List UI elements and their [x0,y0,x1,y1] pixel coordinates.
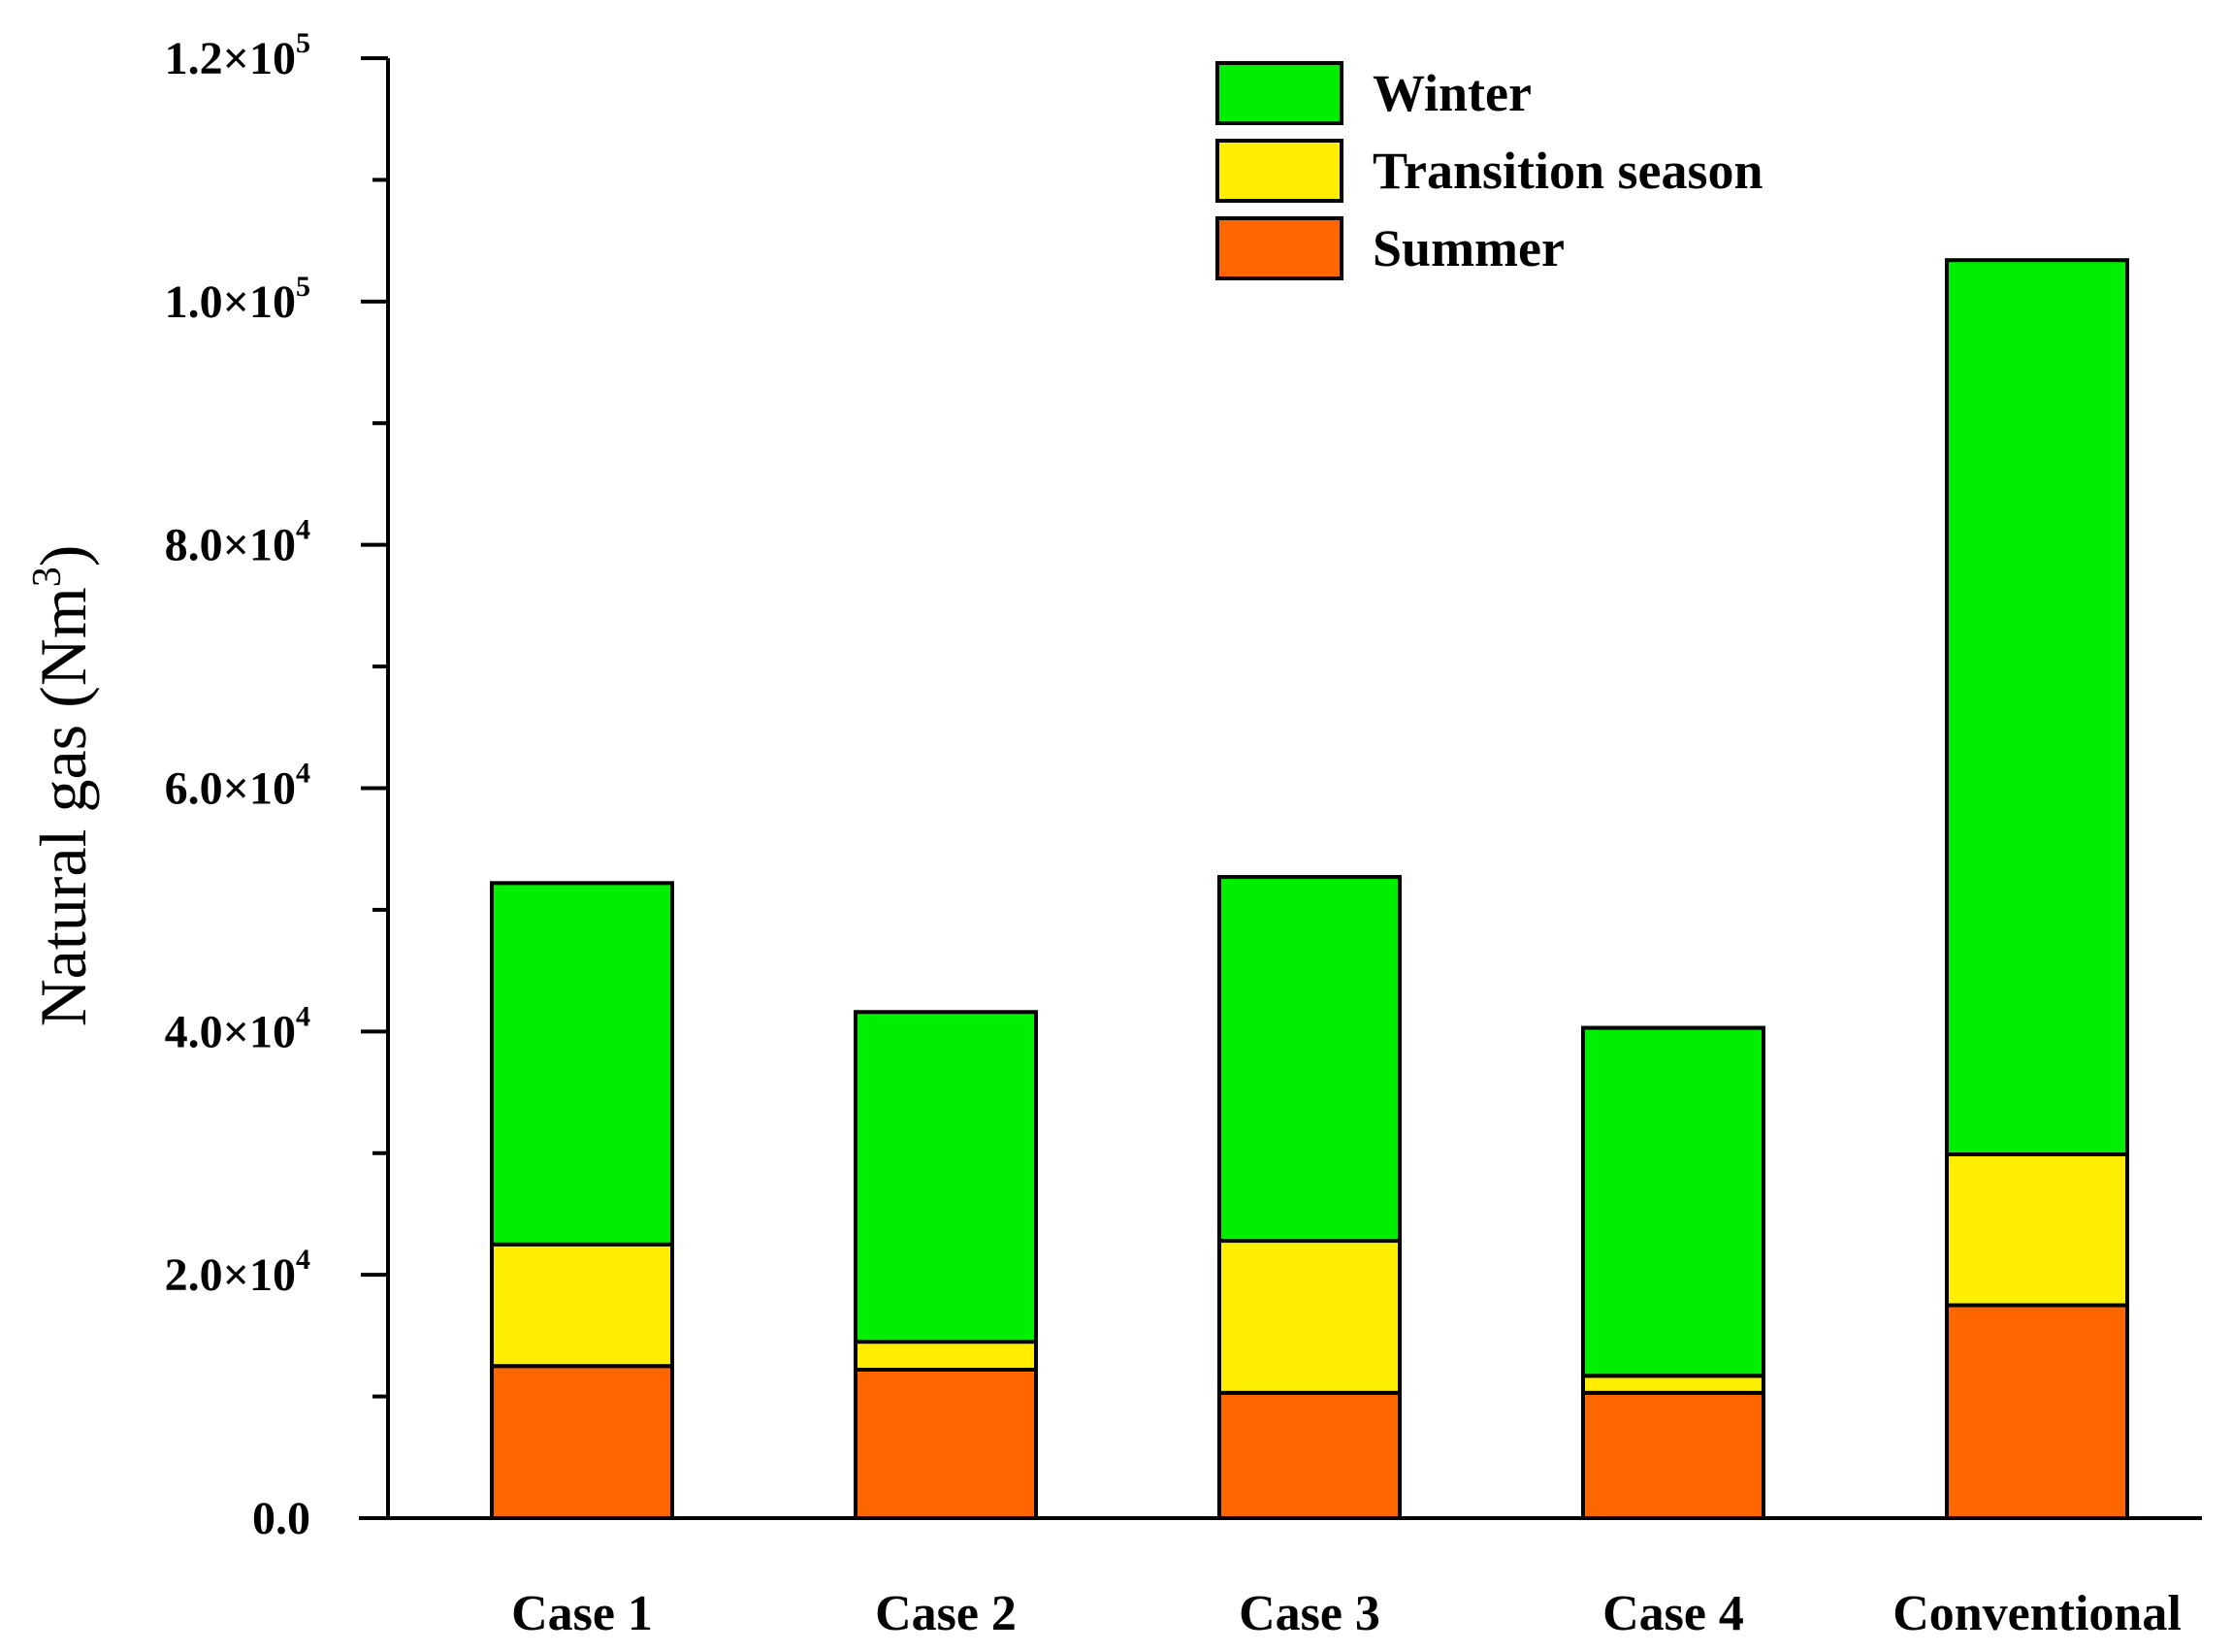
bar-winter [1217,875,1402,1244]
x-tick-label: Conventional [1892,1586,2182,1641]
bar-summer [1217,1390,1402,1520]
legend-swatch [1215,139,1343,203]
y-tick-label: 6.0×104 [165,758,310,815]
x-tick-label: Case 4 [1602,1586,1744,1641]
legend-label: Summer [1373,219,1565,277]
bar-summer [1945,1303,2129,1521]
bar-winter [1581,1025,1765,1378]
legend-label: Winter [1373,64,1532,122]
legend-label: Transition season [1373,142,1763,200]
legend-swatch [1215,216,1343,280]
y-axis-title: Natural gas (Nm3) [25,545,100,1027]
x-tick-label: Case 2 [875,1586,1017,1641]
x-tick-label: Case 3 [1239,1586,1380,1641]
y-tick-label: 4.0×104 [165,1000,310,1057]
bar-winter [1945,258,2129,1157]
y-tick-label: 0.0 [252,1493,310,1544]
legend: Winter Transition season Summer [1215,61,1763,280]
bar-transition-season [854,1340,1038,1372]
bar-summer [490,1364,674,1520]
bar-transition-season [1945,1152,2129,1308]
legend-swatch [1215,61,1343,125]
y-tick-label: 2.0×104 [165,1244,310,1301]
y-tick-label: 1.2×105 [165,27,310,84]
x-tick-label: Case 1 [511,1586,653,1641]
bar-summer [854,1367,1038,1521]
y-tick-label: 8.0×104 [165,514,310,571]
bar-summer [1581,1390,1765,1520]
y-tick-label: 1.0×105 [165,271,310,328]
bar-transition-season [1217,1239,1402,1395]
bar-transition-season [1581,1374,1765,1395]
bar-winter [490,881,674,1247]
bar-transition-season [490,1242,674,1369]
bar-winter [854,1010,1038,1344]
axes: 0.0 2.0×104 4.0×104 6.0×104 8.0×104 1.0×105 1.… [165,27,2202,1641]
bars [490,258,2129,1521]
